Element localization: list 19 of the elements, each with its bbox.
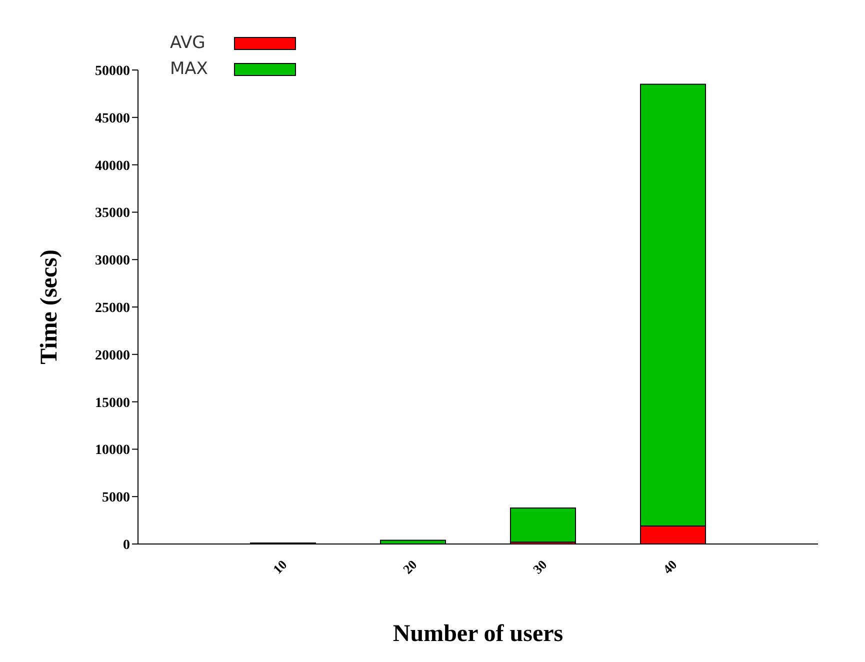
y-tick-label: 5000 [102,490,130,506]
y-tick-label: 45000 [95,111,130,126]
legend-label: AVG [170,32,206,55]
y-tick-label: 25000 [95,300,130,316]
y-tick-label: 30000 [95,254,130,269]
x-tick-label: 40 [660,556,680,577]
legend-label: MAX [170,58,209,81]
y-tick-label: 50000 [95,64,130,79]
x-tick-label: 30 [530,556,550,577]
y-tick-label: 20000 [95,348,130,364]
x-tick-label: 10 [270,556,290,577]
y-tick-label: 10000 [95,443,130,458]
y-axis-title: Time (secs) [36,250,63,364]
y-tick-label: 0 [123,538,130,553]
x-axis-title: Number of users [392,621,564,648]
y-tick-label: 15000 [95,396,130,411]
x-tick-label: 20 [400,556,420,577]
y-tick-label: 35000 [95,206,130,222]
y-tick-label: 40000 [95,158,130,174]
